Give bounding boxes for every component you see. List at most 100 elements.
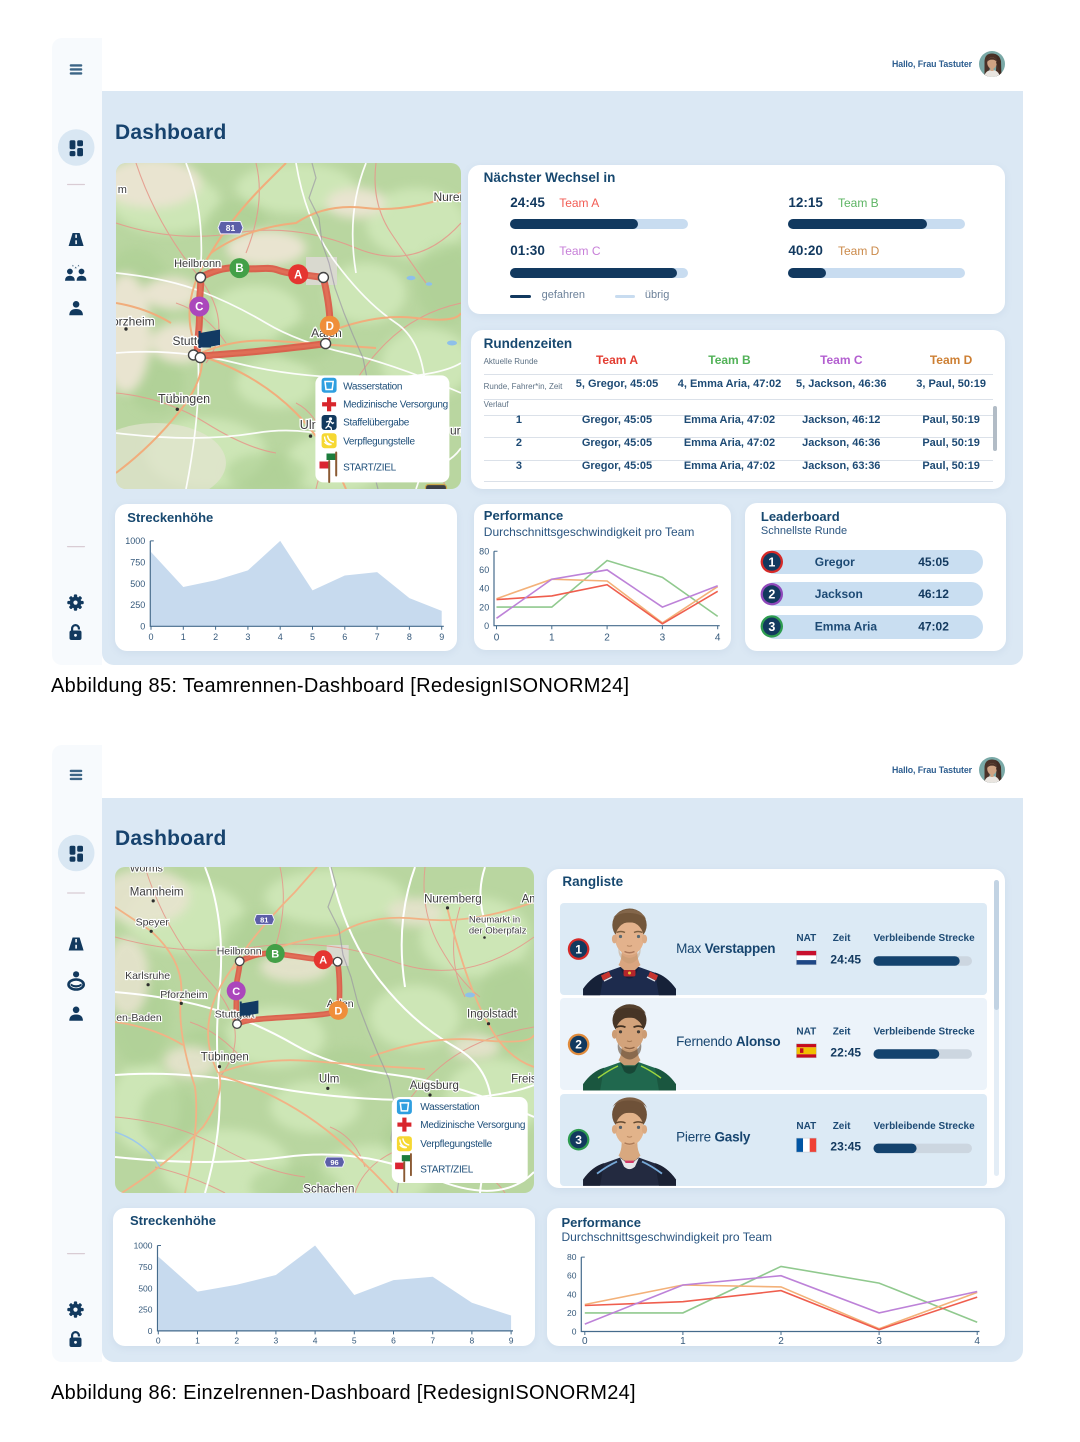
svg-text:250: 250 — [138, 1305, 152, 1315]
svg-text:Neumarkt in: Neumarkt in — [469, 915, 520, 926]
svg-text:96: 96 — [330, 1158, 338, 1167]
svg-text:2: 2 — [769, 588, 776, 602]
svg-text:5: 5 — [310, 632, 315, 642]
svg-text:C: C — [232, 986, 240, 998]
svg-text:Wasserstation: Wasserstation — [343, 381, 402, 392]
svg-text:24:45: 24:45 — [830, 952, 861, 966]
svg-text:Medizinische Versorgung: Medizinische Versorgung — [420, 1120, 525, 1131]
svg-text:8: 8 — [470, 1336, 475, 1346]
svg-text:20: 20 — [567, 1308, 577, 1318]
svg-text:7: 7 — [430, 1336, 435, 1346]
svg-text:750: 750 — [138, 1262, 152, 1272]
svg-text:1: 1 — [769, 555, 776, 569]
svg-text:orzheim: orzheim — [116, 314, 155, 328]
svg-text:2: 2 — [575, 1038, 582, 1052]
svg-text:Pierre Gasly: Pierre Gasly — [676, 1129, 751, 1144]
svg-text:4: 4 — [277, 632, 282, 642]
svg-text:Verbleibende Strecke: Verbleibende Strecke — [874, 1121, 976, 1132]
svg-text:Ulm: Ulm — [319, 1073, 339, 1085]
svg-text:47:02: 47:02 — [919, 619, 950, 633]
svg-text:Am: Am — [521, 893, 533, 905]
svg-text:81: 81 — [225, 223, 235, 233]
svg-text:Jackson: Jackson — [815, 587, 863, 601]
svg-text:81: 81 — [260, 916, 268, 925]
svg-text:D: D — [334, 1005, 342, 1017]
svg-text:3: 3 — [876, 1336, 882, 1346]
svg-text:5: 5 — [352, 1336, 357, 1346]
svg-text:Heilbronn: Heilbronn — [216, 946, 261, 958]
svg-text:40: 40 — [567, 1289, 577, 1299]
svg-text:Worms: Worms — [130, 867, 163, 875]
svg-text:Wasserstation: Wasserstation — [420, 1102, 479, 1113]
svg-text:250: 250 — [130, 600, 145, 610]
svg-text:Heilbronn: Heilbronn — [174, 257, 221, 269]
svg-text:NAT: NAT — [796, 1027, 816, 1038]
svg-text:Staffelübergabe: Staffelübergabe — [343, 417, 410, 428]
svg-text:Zeit: Zeit — [833, 1027, 851, 1038]
svg-text:Schachen: Schachen — [303, 1184, 354, 1194]
svg-text:20: 20 — [479, 603, 489, 613]
svg-text:80: 80 — [567, 1252, 577, 1262]
svg-text:Verpflegungstelle: Verpflegungstelle — [420, 1139, 492, 1150]
svg-text:4: 4 — [974, 1336, 980, 1346]
svg-text:0: 0 — [140, 622, 145, 632]
svg-text:0: 0 — [572, 1327, 577, 1337]
svg-text:60: 60 — [567, 1271, 577, 1281]
svg-text:40: 40 — [479, 584, 489, 594]
svg-text:1: 1 — [680, 1336, 686, 1346]
svg-text:der Oberpfalz: der Oberpfalz — [469, 926, 527, 937]
svg-text:B: B — [235, 263, 243, 275]
svg-text:Zeit: Zeit — [833, 933, 851, 944]
svg-text:3: 3 — [769, 620, 776, 634]
svg-text:Mannheim: Mannheim — [130, 886, 184, 898]
svg-text:Tübingen: Tübingen — [158, 392, 210, 406]
svg-text:Karlsruhe: Karlsruhe — [125, 970, 170, 982]
svg-text:0: 0 — [582, 1336, 588, 1346]
svg-text:45:05: 45:05 — [919, 555, 950, 569]
svg-text:2: 2 — [778, 1336, 784, 1346]
svg-text:Freisi: Freisi — [511, 1073, 534, 1085]
svg-text:START/ZIEL: START/ZIEL — [420, 1165, 473, 1176]
svg-text:Tübingen: Tübingen — [201, 1052, 249, 1064]
svg-text:Gregor: Gregor — [815, 555, 855, 569]
svg-text:Pforzheim: Pforzheim — [160, 989, 208, 1001]
svg-text:urg: urg — [450, 423, 461, 437]
svg-text:7: 7 — [374, 632, 379, 642]
svg-text:en-Baden: en-Baden — [116, 1012, 162, 1024]
svg-text:Verbleibende Strecke: Verbleibende Strecke — [874, 933, 976, 944]
svg-text:3: 3 — [274, 1336, 279, 1346]
svg-text:A: A — [294, 269, 302, 281]
svg-text:4: 4 — [715, 633, 721, 644]
svg-text:60: 60 — [479, 565, 489, 575]
svg-text:C: C — [195, 301, 203, 313]
svg-text:6: 6 — [342, 632, 347, 642]
svg-text:Ingolstadt: Ingolstadt — [467, 1009, 518, 1021]
svg-text:2: 2 — [604, 633, 610, 644]
svg-text:1000: 1000 — [134, 1241, 153, 1251]
svg-text:750: 750 — [130, 558, 145, 568]
svg-text:500: 500 — [130, 579, 145, 589]
svg-text:4: 4 — [313, 1336, 318, 1346]
svg-text:23:45: 23:45 — [830, 1139, 861, 1153]
svg-text:46:12: 46:12 — [919, 587, 950, 601]
svg-text:0: 0 — [156, 1336, 161, 1346]
svg-text:2: 2 — [213, 632, 218, 642]
svg-text:Augsburg: Augsburg — [409, 1080, 458, 1092]
svg-text:9: 9 — [439, 632, 444, 642]
svg-text:Nuremberg: Nuremberg — [424, 893, 482, 905]
svg-text:Fernendo Alonso: Fernendo Alonso — [676, 1034, 780, 1049]
svg-text:0: 0 — [148, 1326, 153, 1336]
svg-text:3: 3 — [575, 1133, 582, 1147]
svg-text:3: 3 — [659, 633, 665, 644]
svg-text:Max Verstappen: Max Verstappen — [676, 941, 775, 956]
svg-text:1: 1 — [549, 633, 555, 644]
svg-text:500: 500 — [138, 1283, 152, 1293]
svg-text:1: 1 — [575, 942, 582, 956]
svg-text:NAT: NAT — [796, 933, 816, 944]
svg-text:1: 1 — [195, 1336, 200, 1346]
svg-text:Medizinische Versorgung: Medizinische Versorgung — [343, 399, 448, 410]
svg-text:Emma Aria: Emma Aria — [815, 619, 878, 633]
svg-text:m: m — [117, 184, 126, 196]
svg-text:A: A — [319, 955, 327, 967]
svg-text:9: 9 — [509, 1336, 514, 1346]
